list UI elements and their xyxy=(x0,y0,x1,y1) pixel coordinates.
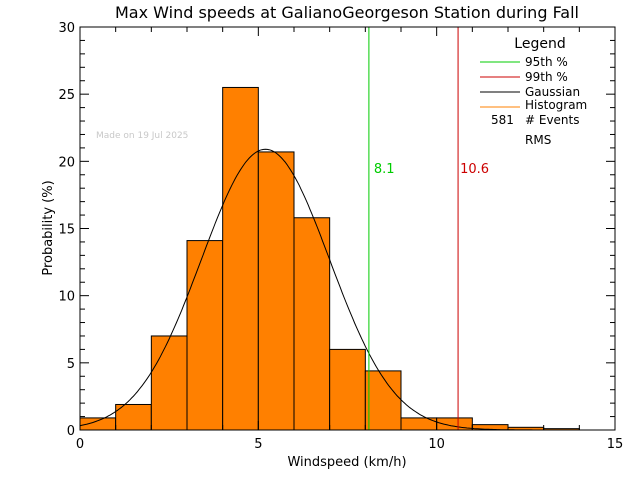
percentile-95-label: 8.1 xyxy=(374,162,395,177)
y-tick-label: 15 xyxy=(58,223,75,238)
histogram-bar xyxy=(186,240,224,431)
histogram-bar xyxy=(150,335,188,431)
y-axis-label: Probability (%) xyxy=(41,180,56,275)
histogram-bar xyxy=(329,348,366,431)
y-tick-label: 25 xyxy=(58,88,75,103)
histogram-bar xyxy=(222,86,259,431)
legend-label-99: 99th % xyxy=(525,70,568,84)
legend-events-count: 581 xyxy=(491,113,514,127)
legend-events-label: # Events xyxy=(525,113,580,127)
legend-label-gaussian: Gaussian xyxy=(525,85,580,99)
y-tick-label: 5 xyxy=(67,357,75,372)
y-tick-label: 0 xyxy=(67,424,75,439)
legend-label-histogram: Histogram xyxy=(525,98,587,112)
histogram-bar xyxy=(257,151,295,431)
x-tick-label: 5 xyxy=(254,437,262,452)
percentile-99-label: 10.6 xyxy=(460,162,489,177)
x-axis-label: Windspeed (km/h) xyxy=(287,455,406,470)
histogram-bar xyxy=(364,370,402,431)
legend-rms-label: RMS xyxy=(525,133,551,147)
histogram-bars xyxy=(79,86,580,431)
chart-title: Max Wind speeds at GalianoGeorgeson Stat… xyxy=(115,3,579,22)
y-tick-label: 30 xyxy=(58,21,75,36)
legend-label-95: 95th % xyxy=(525,55,568,69)
legend-title: Legend xyxy=(514,36,565,52)
watermark-text: Made on 19 Jul 2025 xyxy=(96,131,188,141)
x-tick-label: 10 xyxy=(428,437,445,452)
y-tick-label: 10 xyxy=(58,290,75,305)
histogram-bar xyxy=(79,417,117,431)
axis-ticks xyxy=(79,26,616,431)
x-tick-label: 15 xyxy=(607,437,624,452)
axis-tick-labels: 0 5 10 15 0 5 10 15 20 25 30 xyxy=(58,21,623,452)
histogram-bar xyxy=(293,217,331,431)
y-tick-label: 20 xyxy=(58,155,75,170)
histogram-bar xyxy=(115,403,152,431)
legend: Legend 95th % 99th % Gaussian Histogram … xyxy=(480,36,587,147)
x-tick-label: 0 xyxy=(76,437,84,452)
